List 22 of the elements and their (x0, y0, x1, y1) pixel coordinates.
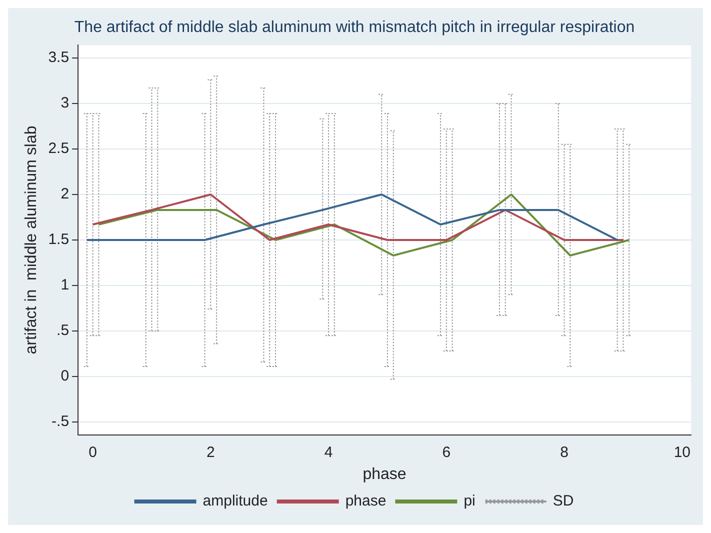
x-axis-title: phase (362, 466, 406, 483)
y-axis-title: artifact in middle aluminum slab (23, 126, 40, 354)
y-tick-label: 0 (60, 368, 70, 385)
y-tick-label: -.5 (52, 413, 70, 430)
legend-label: amplitude (202, 492, 268, 510)
legend-label: phase (345, 492, 386, 510)
y-tick-label: .5 (56, 322, 70, 340)
x-tick-label: 0 (88, 444, 97, 461)
y-tick-label: 2.5 (48, 140, 70, 158)
legend-label: SD (552, 492, 574, 510)
legend-label: pi (464, 492, 476, 510)
y-tick-label: 3.5 (48, 49, 70, 66)
x-tick-label: 10 (674, 444, 691, 461)
y-tick-label: 1.5 (48, 231, 70, 248)
x-tick-label: 8 (560, 444, 568, 461)
y-tick-label: 3 (60, 94, 70, 112)
x-tick-label: 2 (206, 444, 215, 461)
y-tick-label: 1 (60, 276, 70, 294)
x-tick-label: 6 (442, 444, 451, 461)
chart-title: The artifact of middle slab aluminum with mismatch pitch in irregular respiration (74, 19, 635, 36)
y-tick-label: 2 (60, 186, 70, 203)
x-tick-label: 4 (324, 444, 333, 461)
